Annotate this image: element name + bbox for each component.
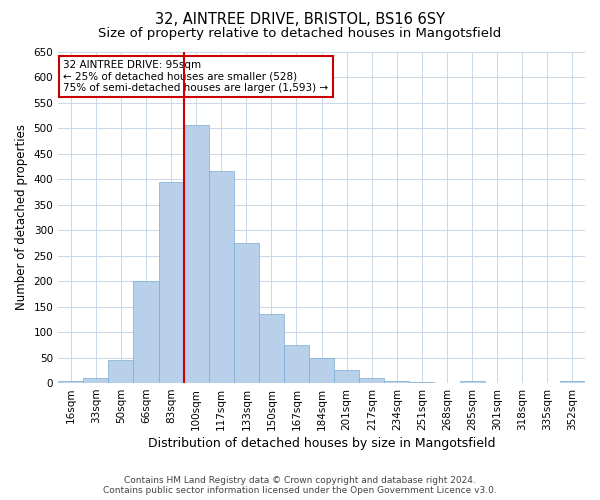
X-axis label: Distribution of detached houses by size in Mangotsfield: Distribution of detached houses by size … [148, 437, 496, 450]
Bar [334, 370, 359, 383]
Bar [184, 126, 209, 383]
Bar [109, 360, 133, 383]
Bar [284, 345, 309, 383]
Bar [385, 380, 409, 383]
Bar [158, 182, 184, 383]
Bar [259, 314, 284, 383]
Bar [209, 172, 234, 383]
Text: Size of property relative to detached houses in Mangotsfield: Size of property relative to detached ho… [98, 28, 502, 40]
Y-axis label: Number of detached properties: Number of detached properties [15, 124, 28, 310]
Bar [460, 380, 485, 383]
Bar [58, 380, 83, 383]
Bar [309, 358, 334, 383]
Bar [359, 378, 385, 383]
Text: Contains HM Land Registry data © Crown copyright and database right 2024.
Contai: Contains HM Land Registry data © Crown c… [103, 476, 497, 495]
Text: 32 AINTREE DRIVE: 95sqm
← 25% of detached houses are smaller (528)
75% of semi-d: 32 AINTREE DRIVE: 95sqm ← 25% of detache… [64, 60, 329, 93]
Bar [234, 243, 259, 383]
Text: 32, AINTREE DRIVE, BRISTOL, BS16 6SY: 32, AINTREE DRIVE, BRISTOL, BS16 6SY [155, 12, 445, 28]
Bar [409, 382, 434, 383]
Bar [133, 281, 158, 383]
Bar [560, 380, 585, 383]
Bar [83, 378, 109, 383]
